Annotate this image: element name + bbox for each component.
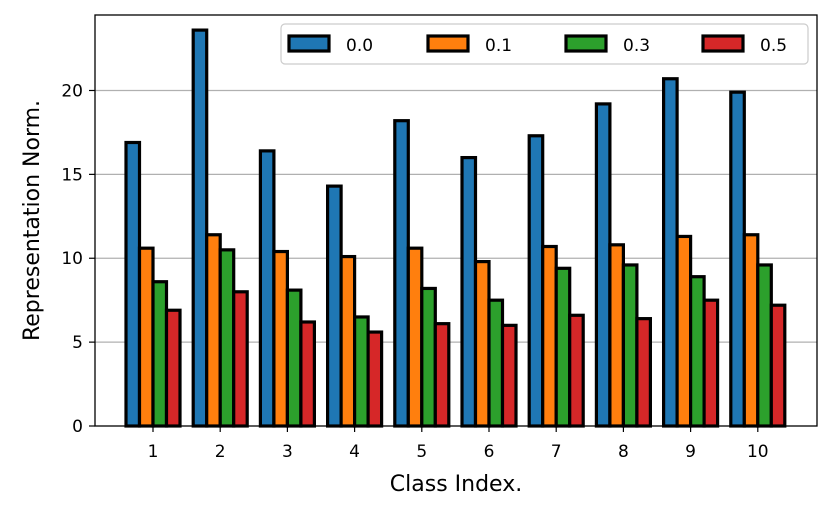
bar-0_1-class-5 — [406, 246, 424, 428]
bar-0_5-class-5 — [433, 322, 451, 428]
bar-0_1-class-3 — [272, 249, 289, 428]
bar-0_5-class-6 — [500, 323, 518, 428]
x-axis: 1 2 3 4 5 6 7 8 9 10 — [148, 426, 769, 462]
bar-0_1-class-8 — [608, 243, 626, 428]
legend: 0.0 0.1 0.3 0.5 — [280, 23, 809, 65]
y-axis: 0 5 10 15 20 — [61, 81, 95, 437]
bar-0_0-class-6 — [460, 155, 478, 428]
bar-0_5-class-4 — [366, 330, 384, 428]
y-axis-label: Representation Norm. — [20, 100, 45, 341]
legend-item-0_1: 0.1 — [426, 34, 512, 56]
y-tick-label: 15 — [61, 165, 83, 185]
bar-0_3-class-6 — [487, 298, 505, 428]
legend-box — [280, 23, 809, 65]
y-tick-label: 5 — [72, 333, 83, 353]
bar-0_0-class-10 — [729, 90, 746, 428]
bars — [124, 28, 787, 428]
legend-item-0_3: 0.3 — [564, 34, 650, 56]
bar-0_1-class-9 — [675, 234, 693, 428]
x-tick-label: 6 — [484, 442, 495, 462]
legend-swatch — [426, 34, 470, 53]
bar-0_5-class-9 — [702, 298, 720, 428]
bar-0_1-class-6 — [473, 260, 491, 428]
bar-0_5-class-3 — [299, 320, 316, 428]
bar-0_0-class-1 — [124, 140, 142, 428]
legend-swatch — [287, 34, 331, 53]
x-tick-label: 10 — [747, 442, 769, 462]
bar-0_0-class-9 — [661, 77, 679, 428]
bar-0_0-class-4 — [326, 184, 343, 428]
bar-0_3-class-3 — [285, 288, 303, 428]
bar-0_5-class-2 — [232, 290, 249, 428]
bar-0_1-class-4 — [339, 254, 357, 428]
legend-label: 0.0 — [346, 36, 373, 56]
bar-0_1-class-10 — [742, 233, 760, 428]
bar-0_0-class-8 — [594, 102, 612, 428]
bar-0_1-class-7 — [541, 244, 558, 428]
bar-0_3-class-5 — [420, 286, 437, 428]
bar-0_0-class-5 — [393, 119, 410, 428]
bar-0_0-class-7 — [527, 134, 545, 428]
bar-0_3-class-1 — [151, 280, 169, 428]
bar-0_0-class-2 — [191, 28, 209, 428]
bar-0_3-class-4 — [353, 315, 370, 428]
bar-0_5-class-1 — [164, 308, 182, 428]
x-tick-label: 7 — [551, 442, 562, 462]
bar-0_5-class-8 — [635, 317, 653, 428]
bar-0_5-class-7 — [568, 313, 585, 428]
legend-label: 0.5 — [760, 36, 787, 56]
bar-0_3-class-7 — [554, 266, 572, 428]
bar-0_0-class-3 — [258, 149, 276, 428]
legend-swatch — [701, 34, 745, 53]
legend-item-0_0: 0.0 — [287, 34, 373, 56]
legend-label: 0.1 — [485, 36, 512, 56]
legend-item-0_5: 0.5 — [701, 34, 787, 56]
bar-0_3-class-10 — [756, 263, 773, 428]
bar-0_1-class-2 — [205, 233, 222, 428]
bar-0_3-class-2 — [218, 248, 236, 428]
bar-0_3-class-9 — [688, 275, 706, 428]
x-tick-label: 3 — [282, 442, 293, 462]
x-axis-label: Class Index. — [390, 472, 522, 497]
x-tick-label: 8 — [618, 442, 629, 462]
bar-0_3-class-8 — [621, 263, 639, 428]
y-tick-label: 0 — [72, 417, 83, 437]
x-tick-label: 5 — [416, 442, 427, 462]
x-tick-label: 2 — [215, 442, 226, 462]
legend-label: 0.3 — [623, 36, 650, 56]
plot-frame — [94, 14, 818, 427]
x-tick-label: 9 — [685, 442, 696, 462]
y-tick-label: 10 — [61, 249, 83, 269]
legend-swatch — [564, 34, 608, 53]
bar-0_5-class-10 — [769, 303, 787, 428]
x-tick-label: 4 — [349, 442, 360, 462]
y-tick-label: 20 — [61, 81, 83, 101]
x-tick-label: 1 — [148, 442, 159, 462]
bar-0_1-class-1 — [137, 246, 155, 428]
